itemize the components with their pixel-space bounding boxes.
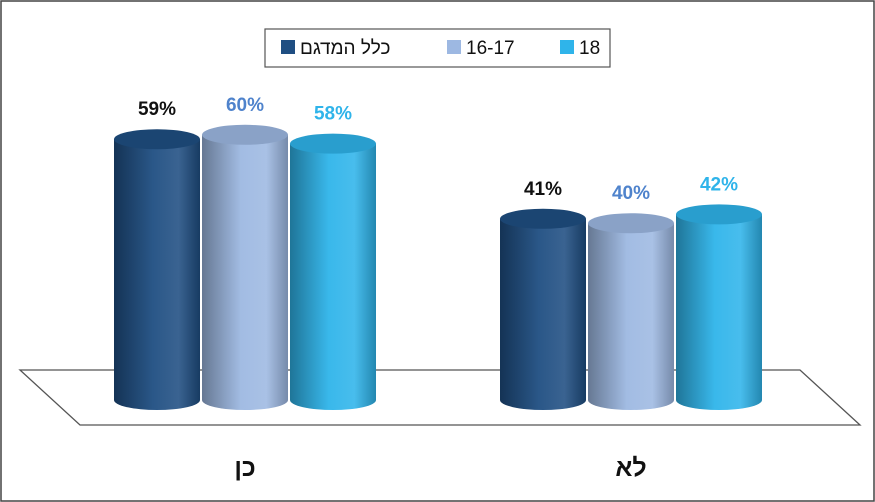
data-label: 40% (612, 183, 650, 204)
cylinder-body (676, 214, 762, 410)
bar-yes-series-1 (202, 124, 288, 411)
data-label: 58% (314, 104, 352, 125)
bar-no-series-0 (500, 208, 586, 410)
cylinder-top (202, 124, 288, 145)
legend-label: 18 (579, 38, 600, 59)
legend-item: 16-17 (447, 38, 515, 59)
legend-swatch (560, 40, 574, 54)
cylinder-top (588, 213, 674, 234)
cylinder-body (290, 143, 376, 410)
data-label: 42% (700, 174, 738, 195)
labels-layer: 59% 60% 58% כן 41% 40% 42% לא (138, 95, 738, 482)
legend-label: כלל המדגם (300, 38, 390, 59)
legend-swatch (447, 40, 461, 54)
data-label: 41% (524, 179, 562, 200)
legend-item: 18 (560, 38, 600, 59)
cylinder-body (114, 139, 200, 410)
category-label: לא (615, 454, 646, 482)
cylinder-top (290, 133, 376, 154)
legend-swatch (281, 40, 295, 54)
cylinder-body (202, 134, 288, 411)
cylinder-body (500, 218, 586, 410)
bar-yes-series-0 (114, 129, 200, 410)
bar-no-series-1 (588, 213, 674, 410)
cylinder-top (676, 204, 762, 225)
cylinder-top (500, 208, 586, 229)
category-label: כן (234, 454, 255, 482)
legend-label: 16-17 (466, 38, 515, 59)
data-label: 60% (226, 95, 264, 116)
bars-layer (114, 124, 762, 411)
legend-item: כלל המדגם (281, 38, 390, 59)
bar-yes-series-2 (290, 133, 376, 410)
data-label: 59% (138, 99, 176, 120)
legend: כלל המדגם 16-17 18 (264, 28, 611, 68)
cylinder-body (588, 223, 674, 410)
legend-box (264, 28, 611, 68)
bar-no-series-2 (676, 204, 762, 410)
cylinder-top (114, 129, 200, 150)
